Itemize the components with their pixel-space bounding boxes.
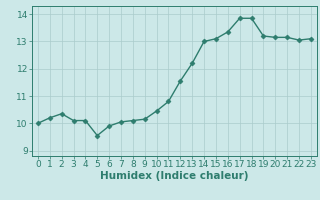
X-axis label: Humidex (Indice chaleur): Humidex (Indice chaleur) [100, 171, 249, 181]
